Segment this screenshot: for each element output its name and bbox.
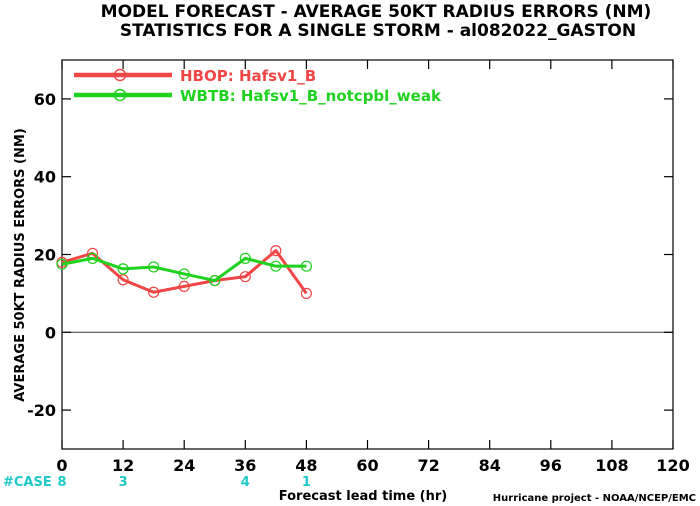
y-axis-label: AVERAGE 50KT RADIUS ERRORS (NM) [13,128,28,402]
x-tick-label: 72 [417,456,439,475]
series-0-point [117,274,129,286]
x-tick-label: 0 [56,456,67,475]
series-0-point [300,287,312,299]
chart-title: MODEL FORECAST - AVERAGE 50KT RADIUS ERR… [101,2,652,22]
legend: HBOP: Hafsv1_B WBTB: Hafsv1_B_notcpbl_wea… [74,67,442,105]
series-0-point [148,286,160,298]
x-tick-label: 48 [295,456,317,475]
legend-entry-0: HBOP: Hafsv1_B [180,67,316,85]
legend-marker-1 [113,88,127,102]
y-tick-label: 20 [34,246,56,265]
series-1-point [239,252,251,264]
y-tick-label: 60 [34,90,56,109]
series-0-point [178,280,190,292]
case-count: 8 [57,475,66,490]
x-tick-label: 24 [173,456,195,475]
x-tick-label: 108 [595,456,628,475]
x-tick-label: 120 [656,456,689,475]
series-1-point [117,263,129,275]
series-group [56,245,312,299]
x-tick-label: 36 [234,456,256,475]
x-tick-label: 96 [540,456,562,475]
series-1-point [300,260,312,272]
series-0-point [239,271,251,283]
series-line-1 [61,256,307,283]
chart-subtitle: STATISTICS FOR A SINGLE STORM - al082022… [120,21,636,41]
x-axis-ticks: 0 12 24 36 48 60 72 84 96 108 120 [56,60,690,475]
case-counts: 8 3 4 1 [57,475,310,490]
series-1-point [270,260,282,272]
case-label: #CASE [3,475,52,490]
y-tick-label: -20 [27,401,56,420]
credit-text: Hurricane project - NOAA/NCEP/EMC [493,493,696,504]
series-1-point [178,268,190,280]
case-count: 1 [302,475,311,490]
x-tick-label: 12 [112,456,134,475]
series-line-0 [61,249,308,295]
plot-frame [61,59,674,450]
series-1-point [86,252,99,264]
y-tick-label: 0 [45,323,56,342]
x-tick-label: 60 [356,456,378,475]
case-count: 4 [241,475,250,490]
series-1-point [209,274,221,287]
legend-marker-0 [113,68,127,82]
y-axis-ticks: -20 0 20 40 60 [27,90,673,420]
series-1-point [148,261,160,273]
x-axis-label: Forecast lead time (hr) [279,489,447,504]
x-tick-label: 84 [479,456,501,475]
series-0-point [270,245,282,257]
legend-entry-1: WBTB: Hafsv1_B_notcpbl_weak [180,87,442,105]
y-tick-label: 40 [34,168,56,187]
series-1-point [56,258,68,270]
case-count: 3 [119,475,128,490]
